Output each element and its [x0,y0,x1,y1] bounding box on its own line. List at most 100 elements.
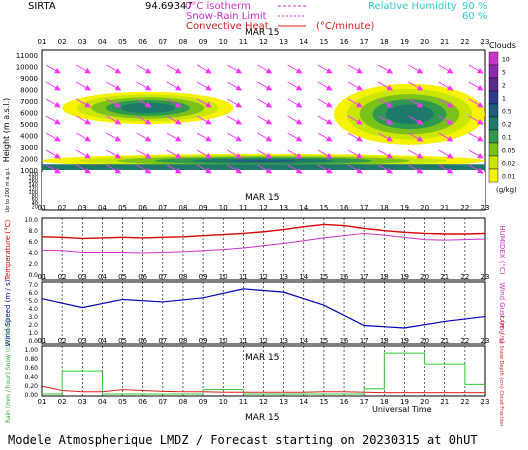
hour-label: 21 [440,273,449,281]
hour-label: 20 [420,337,429,345]
colorbar-swatch [488,64,499,79]
hour-label: 02 [58,204,67,212]
wind-arrow [226,98,243,108]
cloud-low-band [42,164,485,170]
y-tick-label: 4000 [20,133,38,141]
colorbar-unit: (g/kg) [496,186,517,194]
y-tick-label: 11000 [16,52,38,60]
hour-label: 05 [118,273,127,281]
wind-arrow [45,132,61,142]
wind-arrow [106,115,122,125]
wind-arrow [226,64,243,74]
hour-label: 02 [58,273,67,281]
hour-label: 23 [481,38,490,46]
hour-label: 16 [340,337,349,345]
y-tick-label: 120 [28,186,38,192]
hour-label: 14 [299,204,308,212]
hour-label: 06 [138,273,147,281]
colorbar-swatch [488,51,499,66]
wind-arrow [438,81,454,91]
wind-arrow [378,81,394,91]
hour-label: 17 [360,337,369,345]
wind-arrow [408,132,424,142]
hour-label: 05 [118,337,127,345]
hour-label: 08 [178,398,187,406]
hour-label: 18 [380,273,389,281]
wind-arrow [378,64,394,74]
rain-steps [42,352,485,395]
hour-label: 16 [340,273,349,281]
y-tick-label: 200 [28,172,38,178]
hour-label: 06 [138,398,147,406]
hour-label: 02 [58,38,67,46]
hour-label: 12 [259,204,268,212]
hour-label: 19 [400,337,409,345]
y-tick-label: 40 [32,201,38,207]
hour-label: 15 [319,337,328,345]
wind-arrow [106,98,122,108]
hour-label: 12 [259,38,268,46]
hour-label: 22 [460,398,469,406]
cloud-ylabel: Height (m a.s.l.) [2,98,11,163]
hour-label: 22 [460,38,469,46]
legend-lines [278,5,306,27]
legend-rate: (°C/minute) [316,21,375,32]
hour-label: 08 [178,204,187,212]
hour-label: 22 [460,273,469,281]
hour-label: 19 [400,204,409,212]
wind-arrow [196,64,212,74]
cloud-layer-upper-4 [385,104,434,124]
wind-arrow [106,64,122,74]
wind-arrow [287,64,303,74]
y-tick-label: 140 [28,183,38,189]
wind-arrow [196,98,212,108]
hour-label: 02 [58,337,67,345]
y-tick-label: 0.0 [28,338,38,345]
hour-label: 03 [78,398,87,406]
cloud-layer-mid-level-4 [120,102,176,114]
wind-arrow [106,164,122,174]
wind-arrow [378,149,394,159]
wind-arrow [378,98,394,108]
wind-arrow [136,64,152,74]
hour-label: 14 [299,398,308,406]
y-tick-label: 6.0 [28,239,38,246]
colorbar-swatch [488,116,499,131]
wind-arrow [226,115,243,125]
wind-arrow [136,98,152,108]
hour-label: 06 [138,38,147,46]
hour-label: 01 [38,398,47,406]
colorbar-swatch [488,77,499,92]
wind-arrow [257,149,273,159]
wind-arrow [136,149,152,159]
hour-label: 13 [279,204,288,212]
y-tick-label: 6000 [20,110,38,118]
wind-arrow [317,115,333,125]
wind-arrow [347,81,363,91]
rh-90: 90 % [462,1,487,12]
y-tick-label: 60 [32,197,38,203]
wind-arrow [438,164,454,174]
cloud-colorbar: 10 5 2 1 0.5 0.2 0.1 0.05 0.02 0.01 [488,51,516,183]
wind-arrow [45,164,61,174]
colorbar-swatch [488,155,499,170]
wind-arrow [166,81,182,91]
hour-label: 10 [219,204,228,212]
wind-arrow [196,115,212,125]
wind-arrow [257,132,273,142]
wind-arrow [166,115,182,125]
hour-label: 20 [420,204,429,212]
hour-label: 13 [279,38,288,46]
wind-arrow [45,115,61,125]
hour-label: 01 [38,204,47,212]
colorbar-label: 2 [502,83,506,90]
wind-arrow [45,81,61,91]
hour-label: 03 [78,38,87,46]
hour-label: 15 [319,273,328,281]
colorbar-swatch [488,90,499,105]
wind-arrow [438,115,454,125]
rain-ylabel: Rain (mm / hour) Snow (cm / hour) [5,319,12,423]
wind-arrow [136,132,152,142]
wind-arrow [75,164,92,174]
y-tick-label: 180 [28,176,38,182]
